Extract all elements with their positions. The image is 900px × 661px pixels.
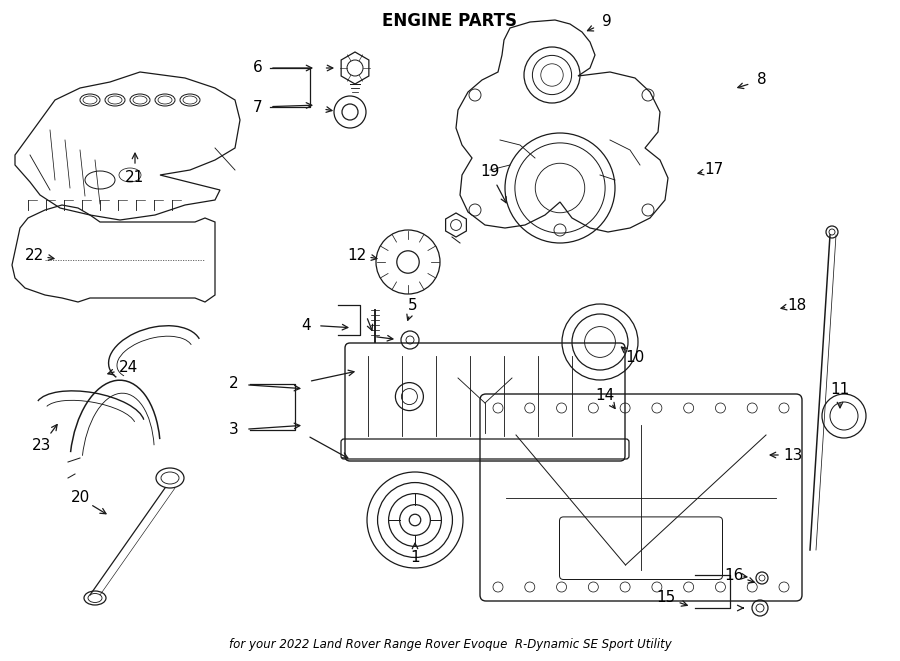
Text: 23: 23 bbox=[32, 438, 51, 453]
Text: 6: 6 bbox=[253, 61, 263, 75]
Text: 15: 15 bbox=[656, 590, 676, 605]
Text: 13: 13 bbox=[783, 447, 803, 463]
Text: 20: 20 bbox=[70, 490, 90, 506]
Text: 9: 9 bbox=[602, 15, 612, 30]
Text: 12: 12 bbox=[347, 247, 366, 262]
Text: 8: 8 bbox=[757, 73, 767, 87]
Text: 1: 1 bbox=[410, 551, 419, 566]
Text: 21: 21 bbox=[125, 171, 145, 186]
Text: 24: 24 bbox=[119, 360, 138, 375]
Text: 19: 19 bbox=[481, 165, 500, 180]
Text: ENGINE PARTS: ENGINE PARTS bbox=[382, 12, 518, 30]
Text: 22: 22 bbox=[24, 247, 43, 262]
Text: for your 2022 Land Rover Range Rover Evoque  R-Dynamic SE Sport Utility: for your 2022 Land Rover Range Rover Evo… bbox=[229, 638, 671, 651]
Text: 16: 16 bbox=[724, 568, 743, 582]
Text: 5: 5 bbox=[409, 297, 418, 313]
Text: 14: 14 bbox=[596, 387, 615, 403]
Text: 10: 10 bbox=[626, 350, 644, 366]
Text: 3: 3 bbox=[230, 422, 238, 438]
Text: 7: 7 bbox=[253, 100, 263, 114]
Text: 11: 11 bbox=[831, 383, 850, 397]
Text: 2: 2 bbox=[230, 377, 238, 391]
Text: 4: 4 bbox=[302, 317, 310, 332]
Text: 17: 17 bbox=[705, 163, 724, 178]
Text: 18: 18 bbox=[788, 297, 806, 313]
